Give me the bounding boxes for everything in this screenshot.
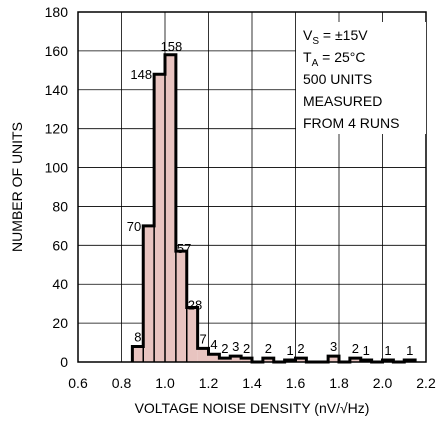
y-axis-label: NUMBER OF UNITS <box>9 122 25 252</box>
y-tick-label: 20 <box>52 315 68 331</box>
y-tick-label: 60 <box>52 237 68 253</box>
histogram-bar <box>186 307 198 362</box>
y-tick-label: 80 <box>52 198 68 214</box>
x-tick-labels: 0.6 0.8 1.0 1.2 1.4 1.6 1.8 2.0 2.2 <box>68 375 436 391</box>
histogram-bar <box>154 74 165 362</box>
x-axis-label: VOLTAGE NOISE DENSITY (nV/√Hz) <box>135 400 370 416</box>
bar-value-label: 28 <box>188 298 202 313</box>
bar-value-label: 2 <box>297 341 304 356</box>
annotation-units: 500 UNITS <box>303 71 372 87</box>
bar-value-label: 1 <box>384 343 391 358</box>
annotation-measured: MEASURED <box>303 93 382 109</box>
bar-value-label: 8 <box>134 329 141 344</box>
histogram-bar <box>143 225 155 362</box>
histogram-bar <box>175 251 187 362</box>
y-tick-labels: 0 20 40 60 80 100 120 140 160 180 <box>45 4 69 370</box>
bar-value-label: 2 <box>243 341 250 356</box>
histogram-bar <box>165 54 176 363</box>
histogram-bar <box>241 358 252 362</box>
x-tick-label: 0.6 <box>68 375 88 391</box>
bar-value-label: 158 <box>161 39 183 54</box>
y-tick-label: 120 <box>45 121 69 137</box>
bar-value-label: 1 <box>286 343 293 358</box>
annotation-vs: VS = ±15V <box>303 27 368 47</box>
bar-value-label: 57 <box>177 241 191 256</box>
histogram-bar <box>262 358 274 362</box>
annotation-ta: TA = 25°C <box>303 49 365 69</box>
histogram-bar <box>295 358 307 362</box>
x-tick-label: 1.4 <box>242 375 262 391</box>
bar-value-label: 1 <box>363 343 370 358</box>
histogram-bar <box>328 356 339 362</box>
histogram-bar <box>349 358 361 362</box>
bar-value-label: 2 <box>221 341 228 356</box>
annotation-background <box>296 22 426 134</box>
bar-value-label: 1 <box>406 343 413 358</box>
bar-value-label: 4 <box>210 337 217 352</box>
x-tick-label: 2.0 <box>373 375 393 391</box>
bar-value-label: 3 <box>330 339 337 354</box>
x-tick-label: 1.6 <box>286 375 306 391</box>
bar-value-label: 2 <box>352 341 359 356</box>
y-tick-label: 160 <box>45 43 69 59</box>
bar-value-label: 7 <box>199 331 206 346</box>
bar-value-label: 148 <box>130 67 152 82</box>
x-tick-label: 1.2 <box>199 375 219 391</box>
histogram-bar <box>197 348 209 362</box>
plot-frame <box>77 11 427 363</box>
bar-value-label: 70 <box>127 219 141 234</box>
y-tick-label: 0 <box>60 354 68 370</box>
bar-value-label: 3 <box>232 339 239 354</box>
y-tick-label: 140 <box>45 82 69 98</box>
bar-value-label: 2 <box>265 341 272 356</box>
x-tick-label: 2.2 <box>416 375 436 391</box>
y-tick-label: 180 <box>45 4 69 20</box>
histogram-bar <box>230 356 242 362</box>
x-tick-label: 1.8 <box>329 375 349 391</box>
annotation-runs: FROM 4 RUNS <box>303 115 399 131</box>
histogram-step-line <box>130 53 417 364</box>
x-tick-label: 0.8 <box>112 375 132 391</box>
y-tick-label: 100 <box>45 160 69 176</box>
y-tick-label: 40 <box>52 276 68 292</box>
histogram-outline <box>130 53 417 364</box>
x-tick-label: 1.0 <box>155 375 175 391</box>
histogram-bar <box>208 354 220 362</box>
histogram-bar <box>219 358 231 362</box>
histogram-bar <box>132 346 144 362</box>
